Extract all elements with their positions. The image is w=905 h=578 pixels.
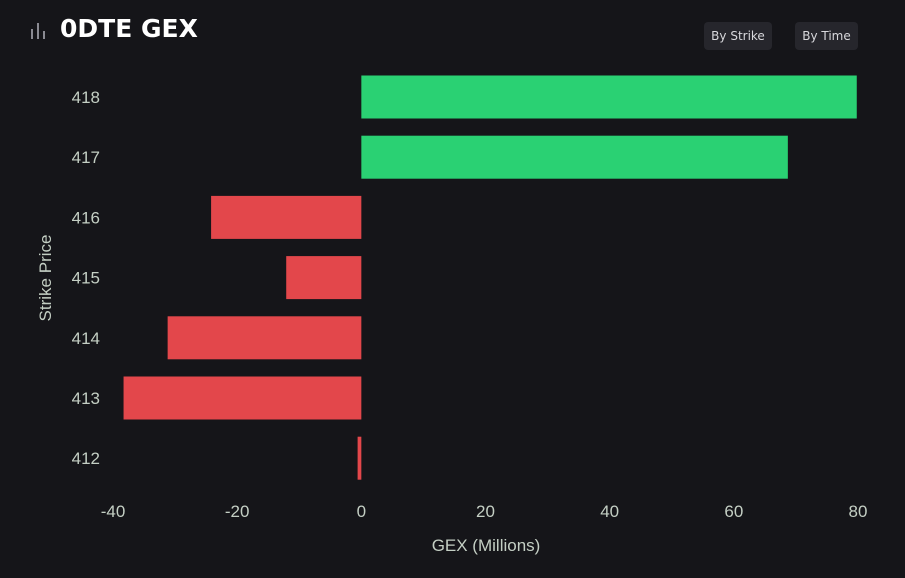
strike-tick-label: 417 xyxy=(72,148,100,167)
bar-417[interactable] xyxy=(361,135,788,179)
by-strike-button[interactable]: By Strike xyxy=(704,22,772,50)
bar-416[interactable] xyxy=(211,195,362,239)
strike-tick-labels: 418 417 416 415 414 413 412 xyxy=(72,88,100,468)
gex-tick-label: 0 xyxy=(357,502,366,521)
gex-tick-label: 60 xyxy=(724,502,743,521)
strike-tick-label: 418 xyxy=(72,88,100,107)
x-axis-title: GEX (Millions) xyxy=(432,536,541,555)
strike-tick-label: 413 xyxy=(72,389,100,408)
by-time-button[interactable]: By Time xyxy=(795,22,858,50)
chart-header: 0DTE GEX By Strike By Time xyxy=(0,0,905,64)
strike-tick-label: 415 xyxy=(72,269,100,288)
bar-415[interactable] xyxy=(286,256,362,300)
gex-tick-labels: -40 -20 0 20 40 60 80 xyxy=(101,502,868,521)
bars-group xyxy=(123,75,857,480)
y-axis-title: Strike Price xyxy=(36,235,55,322)
strike-tick-label: 412 xyxy=(72,449,100,468)
bar-412[interactable] xyxy=(357,436,362,480)
gex-tick-label: -40 xyxy=(101,502,126,521)
gex-tick-label: 20 xyxy=(476,502,495,521)
bar-418[interactable] xyxy=(361,75,857,119)
bar-chart-icon xyxy=(31,23,45,39)
bar-414[interactable] xyxy=(167,316,362,360)
bar-413[interactable] xyxy=(123,376,362,420)
gex-tick-label: 40 xyxy=(600,502,619,521)
gex-tick-label: 80 xyxy=(849,502,868,521)
strike-tick-label: 416 xyxy=(72,208,100,227)
gex-tick-label: -20 xyxy=(225,502,250,521)
chart-title: 0DTE GEX xyxy=(60,14,198,43)
strike-tick-label: 414 xyxy=(72,329,100,348)
